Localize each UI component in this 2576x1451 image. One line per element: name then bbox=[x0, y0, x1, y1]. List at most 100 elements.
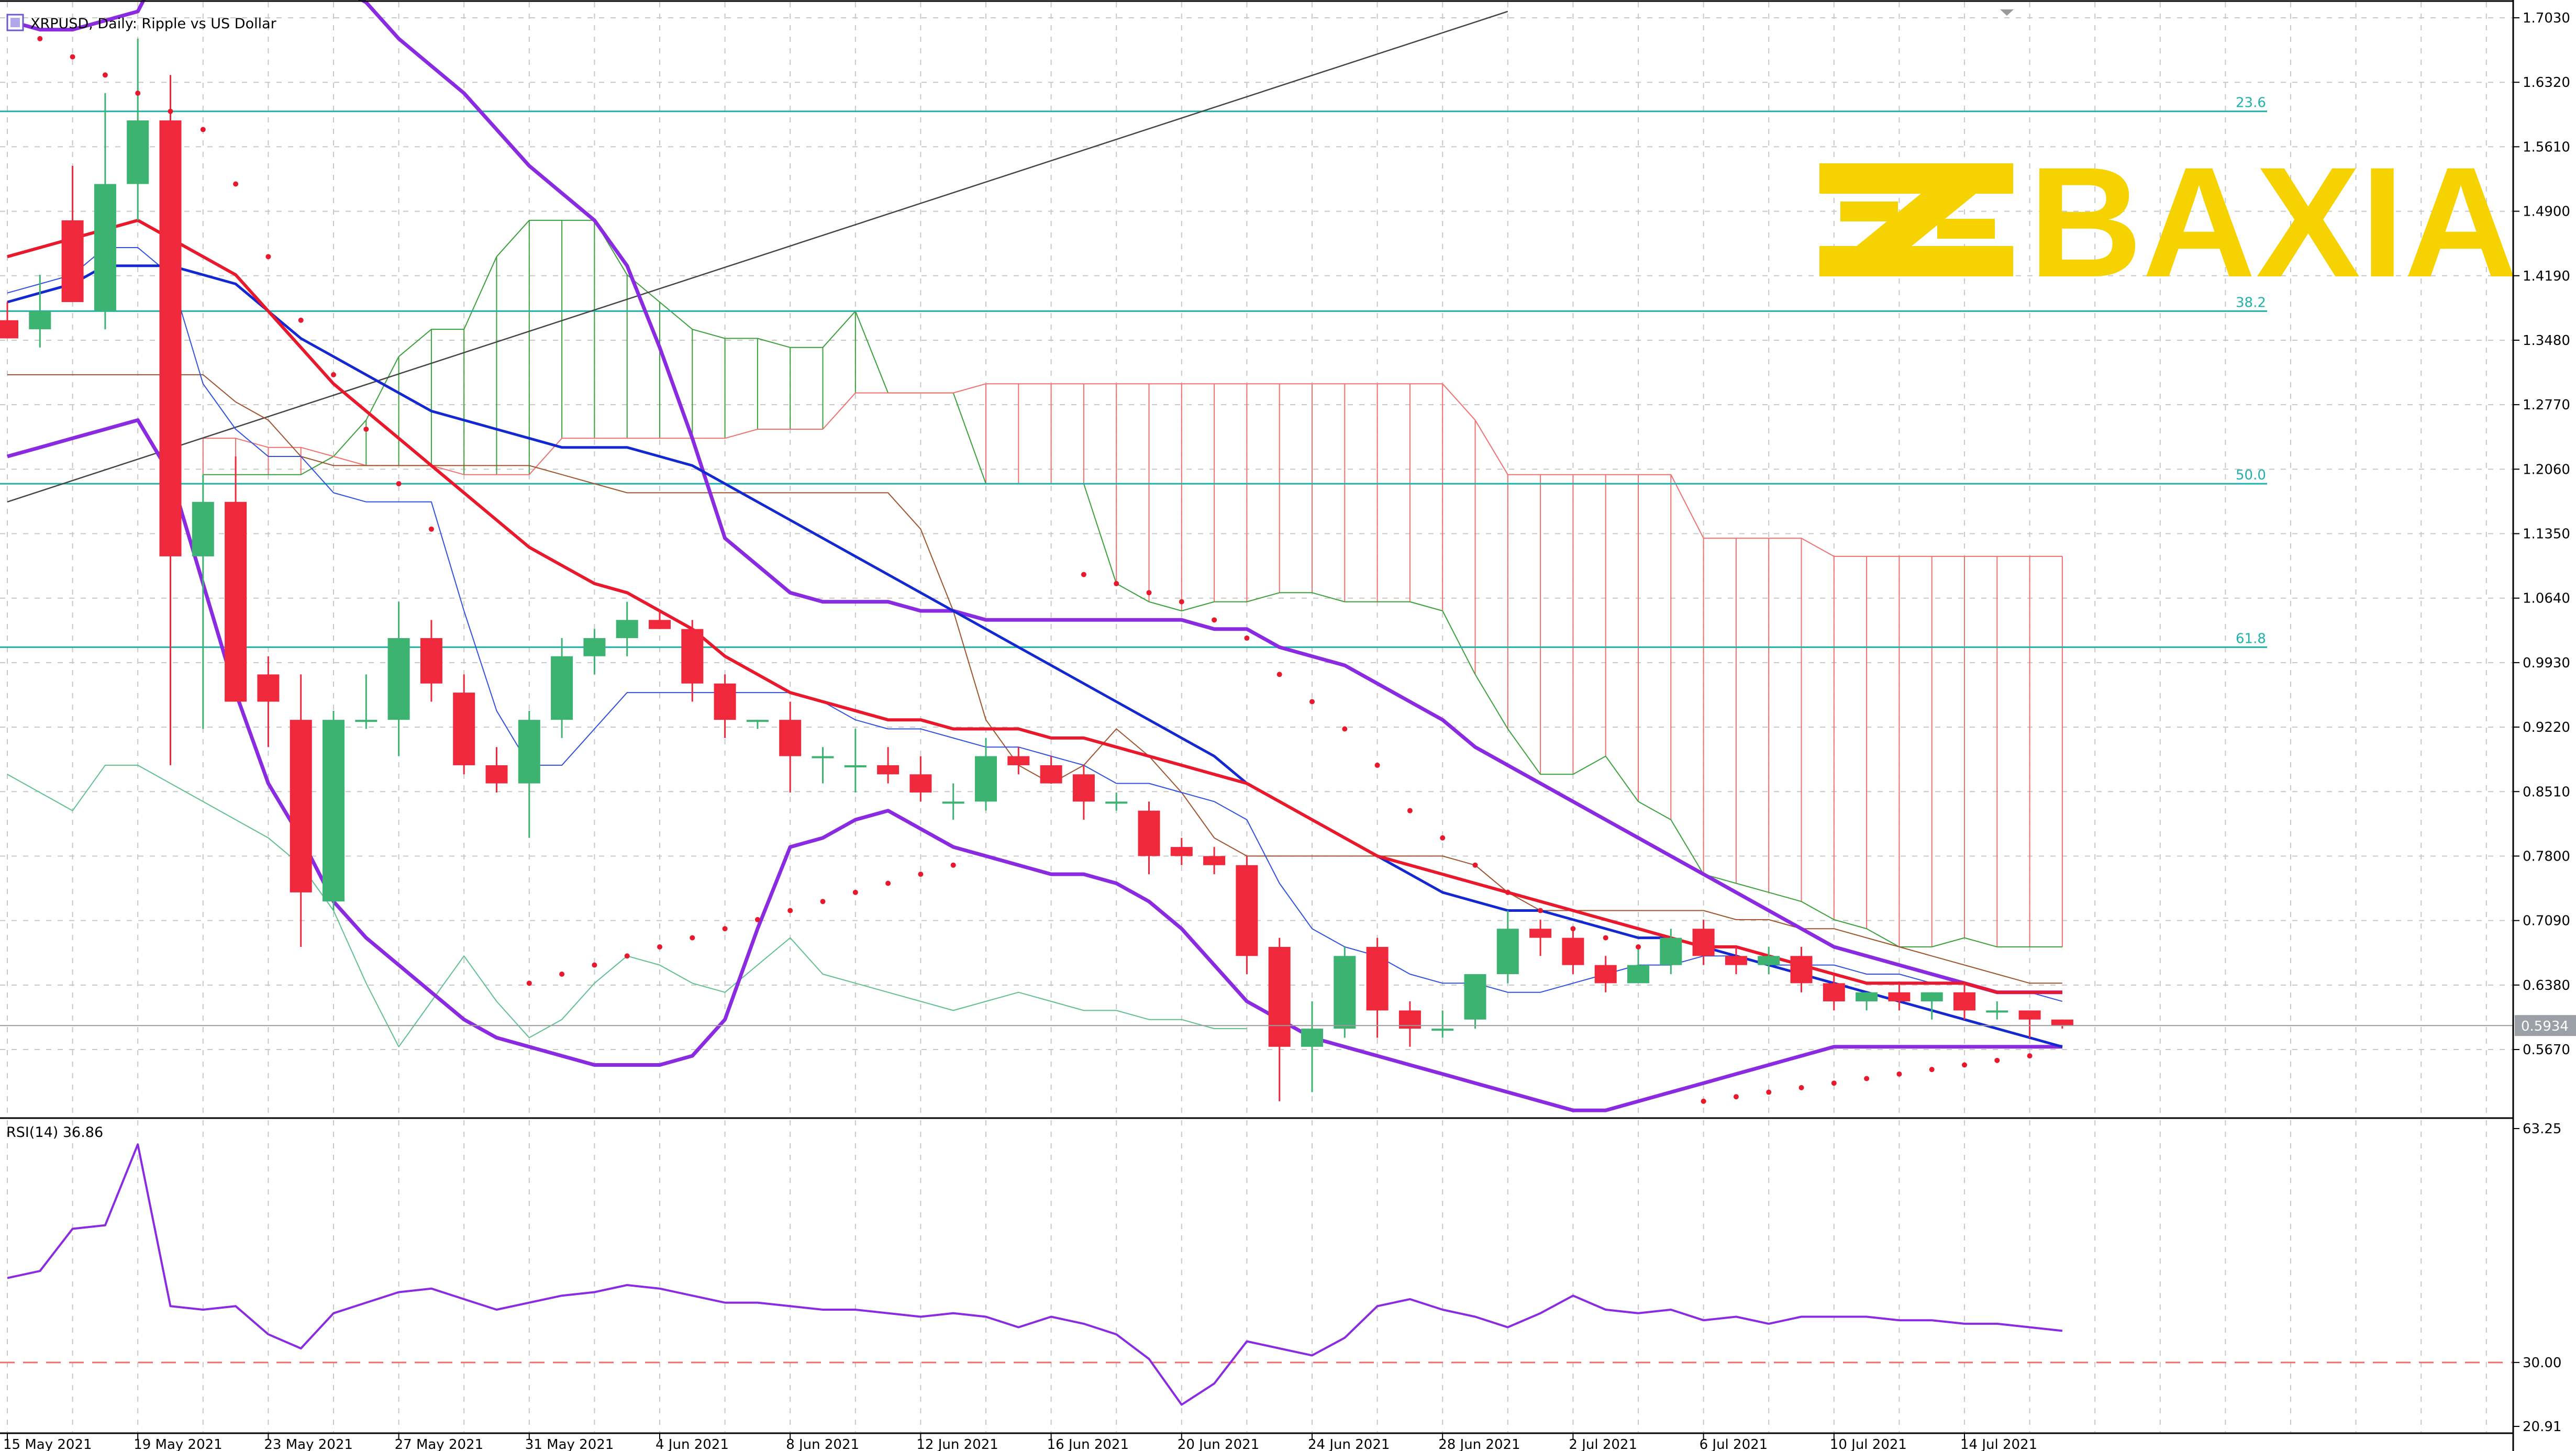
sar-dot bbox=[754, 917, 760, 922]
candle-body bbox=[225, 501, 247, 702]
trendline[interactable] bbox=[7, 10, 1508, 503]
sar-dot bbox=[1538, 908, 1544, 913]
sma-red-line bbox=[7, 218, 2062, 994]
rsi-axis: 63.25 30.00 20.91 bbox=[2513, 1121, 2561, 1435]
sar-dot bbox=[1766, 1089, 1772, 1095]
sar-dot bbox=[657, 944, 662, 950]
candle-body bbox=[1594, 965, 1617, 984]
sar-dot bbox=[950, 862, 956, 868]
candle-body bbox=[1170, 847, 1193, 856]
candlestick-series bbox=[0, 38, 2073, 1101]
sar-dot bbox=[1505, 889, 1511, 895]
price-pane[interactable]: 23.6 38.2 50.0 61.8 bbox=[0, 0, 2513, 1117]
fibonacci-levels: 23.6 38.2 50.0 61.8 bbox=[0, 95, 2267, 648]
sar-dot bbox=[2027, 1053, 2033, 1059]
fib-level-label: 61.8 bbox=[2236, 631, 2266, 646]
candle-body bbox=[746, 720, 769, 722]
rsi-series bbox=[7, 1143, 2063, 1406]
sar-dot bbox=[885, 880, 891, 886]
date-tick-label: 8 Jun 2021 bbox=[786, 1437, 859, 1451]
sar-dot bbox=[1603, 935, 1608, 941]
sar-dot bbox=[1701, 1098, 1706, 1104]
date-tick-label: 10 Jul 2021 bbox=[1830, 1437, 1907, 1451]
current-price-label: 0.5934 bbox=[2521, 1019, 2569, 1034]
price-tick-label: 1.6320 bbox=[2523, 75, 2570, 91]
price-tick-label: 0.9220 bbox=[2523, 720, 2570, 735]
indicator-lines bbox=[7, 0, 2063, 1112]
candle-body bbox=[1660, 937, 1682, 965]
sar-dot bbox=[787, 908, 793, 913]
candle-body bbox=[159, 120, 182, 556]
price-tick-label: 1.4190 bbox=[2523, 269, 2570, 284]
sar-dot bbox=[1244, 635, 1250, 641]
sar-dot bbox=[1896, 1071, 1902, 1077]
candle-body bbox=[616, 620, 638, 639]
chart-shift-marker-icon[interactable] bbox=[2000, 9, 2014, 16]
candle-body bbox=[192, 501, 214, 556]
price-tick-label: 0.7090 bbox=[2523, 913, 2570, 929]
date-tick-label: 4 Jun 2021 bbox=[656, 1437, 729, 1451]
sar-dot bbox=[1212, 617, 1217, 623]
sar-dot bbox=[690, 935, 695, 941]
date-tick-label: 6 Jul 2021 bbox=[1700, 1437, 1768, 1451]
price-tick-label: 0.6380 bbox=[2523, 978, 2570, 994]
candle-body bbox=[1334, 956, 1356, 1029]
price-tick-label: 0.5670 bbox=[2523, 1042, 2570, 1058]
sar-dot bbox=[592, 962, 597, 968]
rsi-pane[interactable]: RSI(14) 36.86 bbox=[0, 1120, 2513, 1432]
sar-dot bbox=[331, 372, 336, 377]
sar-dot bbox=[918, 872, 924, 877]
baxia-wordmark: BAXIA bbox=[2029, 134, 2517, 310]
rsi-label: RSI(14) 36.86 bbox=[6, 1124, 103, 1141]
sma-blue-line bbox=[7, 264, 2063, 1048]
candle-body bbox=[290, 720, 312, 892]
candle-body bbox=[1268, 946, 1291, 1047]
candle-body bbox=[714, 683, 736, 720]
candle-body bbox=[1529, 929, 1552, 938]
trendline-segment bbox=[7, 10, 1508, 503]
baxia-logo: BAXIA bbox=[1819, 134, 2517, 310]
date-tick-label: 2 Jul 2021 bbox=[1569, 1437, 1637, 1451]
sar-dot bbox=[428, 526, 434, 532]
fib-level-label: 38.2 bbox=[2236, 295, 2266, 310]
candle-body bbox=[1692, 929, 1715, 956]
date-tick-label: 12 Jun 2021 bbox=[916, 1437, 998, 1451]
date-tick-label: 28 Jun 2021 bbox=[1438, 1437, 1520, 1451]
price-axis: 1.7030 1.6320 1.5610 1.4900 1.4190 1.3480 1.27… bbox=[2513, 10, 2576, 1058]
price-tick-label: 0.7800 bbox=[2523, 849, 2570, 864]
sar-dot bbox=[265, 254, 271, 260]
candle-body bbox=[1920, 992, 1943, 1002]
candle-body bbox=[94, 184, 116, 311]
sar-dot bbox=[1276, 672, 1282, 677]
candle-body bbox=[1007, 756, 1030, 765]
ichimoku-cloud bbox=[202, 219, 2063, 947]
candle-body bbox=[1496, 929, 1519, 974]
rsi-tick-label: 63.25 bbox=[2523, 1121, 2561, 1137]
candle-body bbox=[323, 720, 345, 902]
date-tick-label: 20 Jun 2021 bbox=[1178, 1437, 1259, 1451]
sar-dot bbox=[1081, 572, 1086, 577]
sar-dot bbox=[1407, 808, 1413, 813]
candle-body bbox=[453, 693, 475, 765]
sar-dot bbox=[1994, 1057, 2000, 1063]
date-tick-label: 27 May 2021 bbox=[395, 1437, 484, 1451]
date-tick-label: 23 May 2021 bbox=[264, 1437, 353, 1451]
sar-dot bbox=[1636, 944, 1641, 950]
sar-dot bbox=[624, 953, 630, 959]
bollinger-upper-line bbox=[7, 0, 2062, 995]
sar-dot bbox=[1179, 599, 1184, 605]
date-tick-label: 19 May 2021 bbox=[134, 1437, 223, 1451]
candle-body bbox=[1953, 992, 1975, 1011]
candle-body bbox=[257, 674, 280, 702]
candle-body bbox=[942, 801, 964, 804]
sar-dot bbox=[559, 971, 565, 977]
candle-body bbox=[1823, 983, 1845, 1002]
sar-dot bbox=[1440, 835, 1446, 841]
candle-body bbox=[844, 765, 867, 767]
fib-level-label: 23.6 bbox=[2236, 95, 2266, 111]
candle-body bbox=[1138, 810, 1160, 856]
ichimoku-kijun-line bbox=[7, 374, 2062, 984]
price-tick-label: 1.2060 bbox=[2523, 462, 2570, 477]
price-tick-label: 1.3480 bbox=[2523, 333, 2570, 349]
